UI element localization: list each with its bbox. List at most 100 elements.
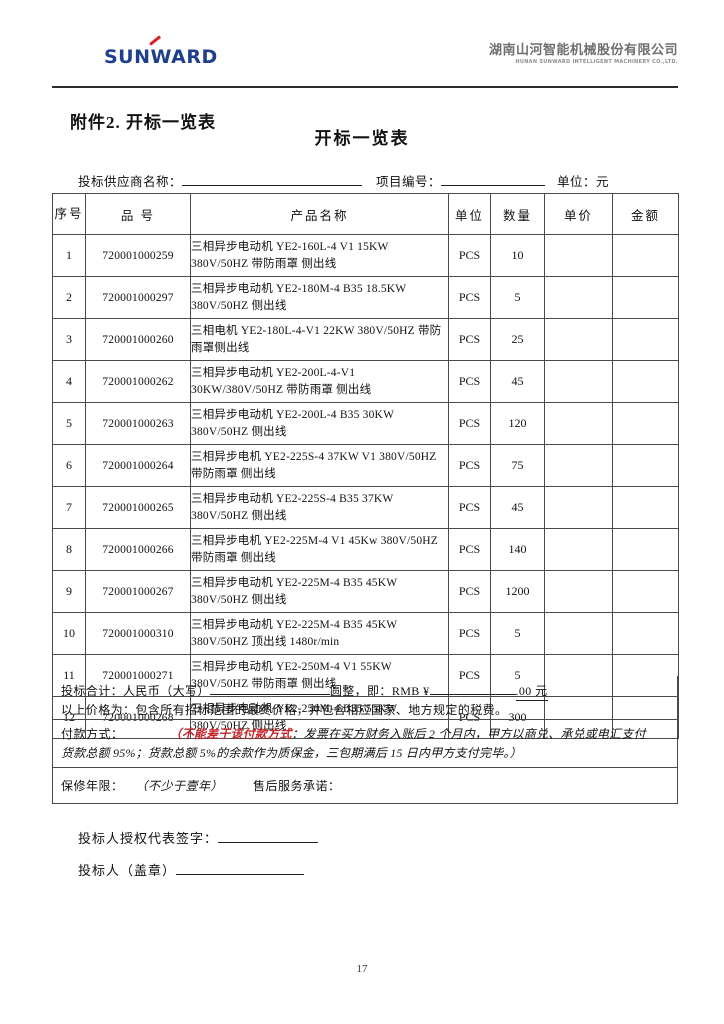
cell-quantity: 5: [490, 612, 545, 655]
cell-quantity: 25: [490, 318, 545, 361]
cell-unit-price[interactable]: [544, 570, 613, 613]
page-header: SUNWARD 湖南山河智能机械股份有限公司 HUNAN SUNWARD INT…: [52, 35, 678, 86]
cell-code: 720001000264: [85, 444, 191, 487]
cell-code: 720001000266: [85, 528, 191, 571]
cell-unit-price[interactable]: [544, 696, 613, 739]
cell-quantity: 1200: [490, 570, 545, 613]
cell-amount[interactable]: [612, 444, 679, 487]
page-title: 开标一览表: [314, 129, 410, 148]
bid-total-cn-field[interactable]: [209, 681, 330, 695]
cell-amount[interactable]: [612, 234, 679, 277]
cell-amount[interactable]: [612, 696, 679, 739]
cell-seq: 4: [52, 360, 86, 403]
table-row: 1 720001000259 三相异步电动机 YE2-160L-4 V1 15K…: [52, 234, 679, 277]
payment-warning-text: （不能差于该付款方式: [169, 727, 292, 741]
currency-unit-label: 单位：元: [557, 175, 610, 189]
attachment-title: 附件2. 开标一览表: [70, 113, 216, 132]
cell-amount[interactable]: [612, 360, 679, 403]
bid-meta-line: 投标供应商名称： 项目编号： 单位：元: [78, 171, 678, 190]
cell-code: 720001000263: [85, 402, 191, 445]
table-row: 5 720001000263 三相异步电动机 YE2-200L-4 B35 30…: [52, 402, 679, 445]
cell-code: 720001000262: [85, 360, 191, 403]
cell-unit: PCS: [448, 276, 491, 319]
payment-terms-label: 付款方式：: [61, 727, 124, 741]
logo-accent-slash: [149, 35, 162, 46]
project-number-label: 项目编号：: [376, 175, 442, 189]
cell-product-name: 三相电机 YE2-180L-4-V1 22KW 380V/50HZ 带防雨罩侧出…: [190, 318, 449, 361]
cell-unit-price[interactable]: [544, 444, 613, 487]
cell-unit: PCS: [448, 612, 491, 655]
cell-unit-price[interactable]: [544, 486, 613, 529]
cell-amount[interactable]: [612, 276, 679, 319]
cell-code: 720001000310: [85, 612, 191, 655]
supplier-name-field[interactable]: [182, 172, 363, 186]
price-scope-note: 以上价格为：包含所有招标范围的最终价格，并包含相应国家、地方规定的税费。: [61, 703, 508, 717]
cell-amount[interactable]: [612, 612, 679, 655]
page-number: 17: [356, 963, 368, 975]
table-header-row: 序号 品 号 产品名称 单位 数量 单价 金额: [52, 193, 679, 235]
payment-detail-text: ：发票在买方财务入账后 2 个月内，甲方以商兑、承兑或电汇支付: [291, 727, 646, 741]
bid-total-number-field[interactable]: [429, 681, 516, 695]
col-header-product-name: 产品名称: [190, 193, 449, 235]
warranty-minimum-note: （不少于壹年）: [141, 779, 224, 793]
cell-amount[interactable]: [612, 654, 679, 697]
cell-unit-price[interactable]: [544, 234, 613, 277]
signature-rep-field[interactable]: [218, 829, 319, 843]
col-header-code: 品 号: [85, 193, 191, 235]
table-row: 7 720001000265 三相异步电动机 YE2-225S-4 B35 37…: [52, 486, 679, 529]
bid-total-block: 投标合计：人民币（大写） 圆整，即：RMB ¥ .00 元 以上价格为：包含所有招标…: [52, 676, 678, 720]
col-header-amount: 金额: [612, 193, 679, 235]
cell-amount[interactable]: [612, 528, 679, 571]
project-number-field[interactable]: [441, 172, 546, 186]
signature-bidder-field[interactable]: [176, 861, 305, 875]
cell-amount[interactable]: [612, 402, 679, 445]
cell-unit: PCS: [448, 528, 491, 571]
cell-amount[interactable]: [612, 570, 679, 613]
company-name-cn: 湖南山河智能机械股份有限公司: [488, 43, 678, 58]
signature-rep-line: 投标人授权代表签字：: [78, 828, 319, 847]
cell-unit: PCS: [448, 570, 491, 613]
warranty-line: 保修年限： （不少于壹年） 售后服务承诺：: [61, 777, 677, 794]
cell-seq: 8: [52, 528, 86, 571]
cell-unit-price[interactable]: [544, 612, 613, 655]
cell-unit-price[interactable]: [544, 318, 613, 361]
table-row: 10 720001000310 三相异步电动机 YE2-225M-4 B35 4…: [52, 612, 679, 655]
cell-unit-price[interactable]: [544, 276, 613, 319]
company-name-block: 湖南山河智能机械股份有限公司 HUNAN SUNWARD INTELLIGENT…: [489, 44, 678, 65]
cell-product-name: 三相异步电机 YE2-225S-4 37KW V1 380V/50HZ 带防雨罩…: [190, 444, 449, 487]
cell-unit: PCS: [448, 402, 491, 445]
supplier-name-label: 投标供应商名称：: [78, 175, 183, 189]
company-name-en: HUNAN SUNWARD INTELLIGENT MACHINERY CO.,…: [515, 58, 678, 65]
logo-text: SUNWARD: [104, 46, 218, 68]
cell-quantity: 45: [490, 486, 545, 529]
cell-unit-price[interactable]: [544, 528, 613, 571]
warranty-label: 保修年限：: [61, 779, 124, 793]
cell-code: 720001000260: [85, 318, 191, 361]
payment-terms-line-1: 付款方式： （不能差于该付款方式：发票在买方财务入账后 2 个月内，甲方以商兑、承…: [61, 725, 677, 744]
cell-amount[interactable]: [612, 318, 679, 361]
cell-seq: 6: [52, 444, 86, 487]
sunward-logo: SUNWARD: [104, 35, 218, 68]
cell-unit-price[interactable]: [544, 654, 613, 697]
cell-unit-price[interactable]: [544, 402, 613, 445]
cell-code: 720001000268: [85, 696, 191, 739]
cell-seq: 3: [52, 318, 86, 361]
cell-product-name: 三相异步电动机 YE2-160L-4 V1 15KW 380V/50HZ 带防雨…: [190, 234, 449, 277]
payment-terms-block: 付款方式： （不能差于该付款方式：发票在买方财务入账后 2 个月内，甲方以商兑、承…: [52, 720, 678, 768]
table-row: 11 720001000271 三相异步电动机 YE2-250M-4 V1 55…: [52, 654, 679, 697]
cell-unit: PCS: [448, 360, 491, 403]
header-divider: [52, 86, 678, 88]
table-row: 2 720001000297 三相异步电动机 YE2-180M-4 B35 18…: [52, 276, 679, 319]
bid-total-label: 投标合计：人民币（大写）: [61, 684, 210, 698]
cell-unit: PCS: [448, 486, 491, 529]
table-body: 1 720001000259 三相异步电动机 YE2-160L-4 V1 15K…: [52, 234, 679, 739]
table-row: 12 720001000268 三相异步电动机 YE2-250M-4 B35 5…: [52, 696, 679, 739]
cell-seq: 7: [52, 486, 86, 529]
cell-product-name: 三相异步电动机 YE2-225S-4 B35 37KW 380V/50HZ 侧出…: [190, 486, 449, 529]
cell-amount[interactable]: [612, 486, 679, 529]
cell-unit-price[interactable]: [544, 360, 613, 403]
table-row: 9 720001000267 三相异步电动机 YE2-225M-4 B35 45…: [52, 570, 679, 613]
cell-seq: 12: [52, 696, 86, 739]
table-row: 3 720001000260 三相电机 YE2-180L-4-V1 22KW 3…: [52, 318, 679, 361]
bid-total-mid-label: 圆整，即：RMB ¥: [329, 684, 430, 698]
